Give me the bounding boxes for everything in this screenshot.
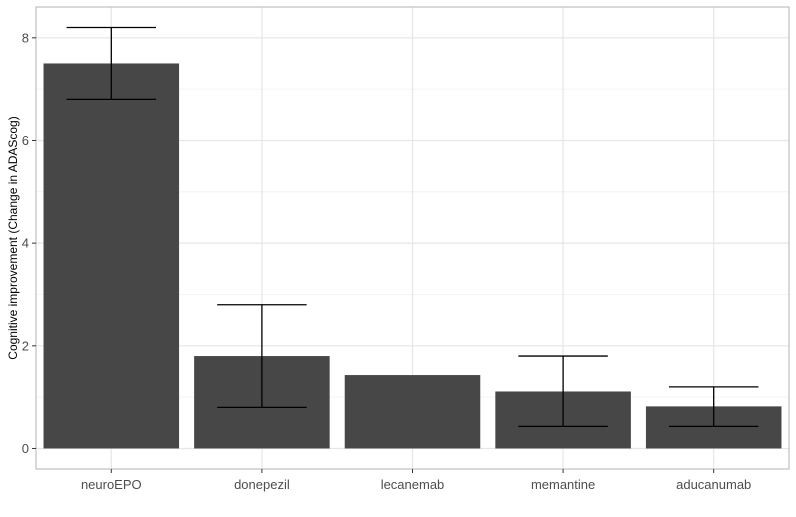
y-axis-label: Cognitive improvement (Change in ADAScog… [6,116,20,359]
x-tick-label: memantine [531,477,595,492]
x-tick-label: neuroEPO [81,477,142,492]
bar-lecanemab [344,375,481,449]
y-tick-label: 0 [22,441,29,456]
y-tick-label: 6 [22,133,29,148]
x-tick-label: aducanumab [676,477,751,492]
x-tick-label: lecanemab [381,477,445,492]
x-tick-label: donepezil [234,477,290,492]
bar-neuroEPO [43,63,180,449]
y-tick-label: 8 [22,30,29,45]
y-tick-label: 2 [22,338,29,353]
y-tick-label: 4 [22,236,29,251]
